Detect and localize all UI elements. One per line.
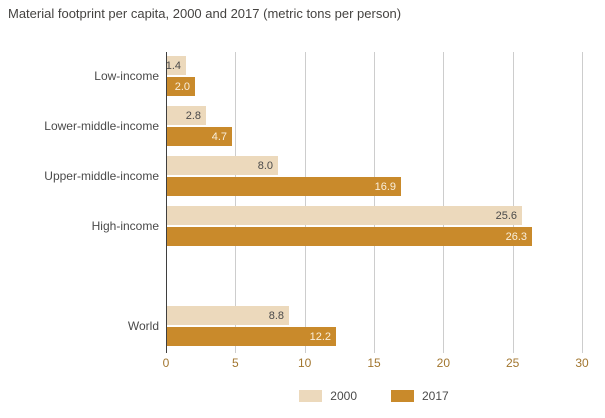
y-axis-line xyxy=(166,52,167,353)
x-tick-label-0: 0 xyxy=(162,356,170,370)
gridline-x-25 xyxy=(513,52,514,353)
bar-2017-high-income: 26.3 xyxy=(167,227,532,246)
bar-value-label: 12.2 xyxy=(309,330,331,343)
legend-label-2017: 2017 xyxy=(422,389,449,403)
gridline-x-20 xyxy=(443,52,444,353)
legend-item-2000: 2000 xyxy=(299,389,357,403)
bar-2000-lower-middle-income: 2.8 xyxy=(167,106,206,125)
bar-2000-world: 8.8 xyxy=(167,306,289,325)
legend-swatch-2000 xyxy=(299,390,323,402)
bar-value-label: 2.8 xyxy=(185,109,201,122)
axis-category-label-low-income: Low-income xyxy=(94,69,159,83)
axis-category-label-high-income: High-income xyxy=(91,219,159,233)
bar-value-label: 26.3 xyxy=(505,230,527,243)
axis-category-label-world: World xyxy=(127,319,159,333)
bar-value-label: 8.8 xyxy=(268,309,284,322)
chart-title: Material footprint per capita, 2000 and … xyxy=(8,6,402,21)
bar-value-label: 1.4 xyxy=(165,59,181,72)
plot-area: 1.4 2.0 2.8 4.7 8.0 16.9 25.6 26.3 8.8 12.2 xyxy=(165,52,583,353)
x-tick-label-20: 20 xyxy=(436,356,450,370)
bar-2000-low-income: 1.4 xyxy=(165,56,186,75)
gridline-x-5 xyxy=(235,52,236,353)
bar-2017-upper-middle-income: 16.9 xyxy=(167,177,401,196)
legend-item-2017: 2017 xyxy=(391,389,449,403)
axis-category-label-upper-middle-income: Upper-middle-income xyxy=(44,169,159,183)
bar-value-label: 25.6 xyxy=(495,209,517,222)
bar-value-label: 16.9 xyxy=(374,180,396,193)
gridline-x-15 xyxy=(374,52,375,353)
bar-value-label: 4.7 xyxy=(211,130,227,143)
bar-2017-lower-middle-income: 4.7 xyxy=(167,127,232,146)
legend-swatch-2017 xyxy=(391,390,414,402)
x-tick-label-30: 30 xyxy=(575,356,589,370)
axis-category-label-lower-middle-income: Lower-middle-income xyxy=(44,119,159,133)
bar-2000-high-income: 25.6 xyxy=(167,206,522,225)
gridline-x-30 xyxy=(582,52,583,353)
bar-2017-low-income: 2.0 xyxy=(167,77,195,96)
bar-value-label: 8.0 xyxy=(257,159,273,172)
bar-value-label: 2.0 xyxy=(174,80,190,93)
gridline-x-10 xyxy=(305,52,306,353)
bar-2000-upper-middle-income: 8.0 xyxy=(167,156,278,175)
x-tick-label-10: 10 xyxy=(297,356,312,370)
x-tick-label-25: 25 xyxy=(505,356,520,370)
legend-label-2000: 2000 xyxy=(330,389,357,403)
legend: 2000 2017 xyxy=(166,389,582,403)
x-tick-label-15: 15 xyxy=(367,356,381,370)
x-tick-label-5: 5 xyxy=(231,356,239,370)
bar-2017-world: 12.2 xyxy=(167,327,336,346)
